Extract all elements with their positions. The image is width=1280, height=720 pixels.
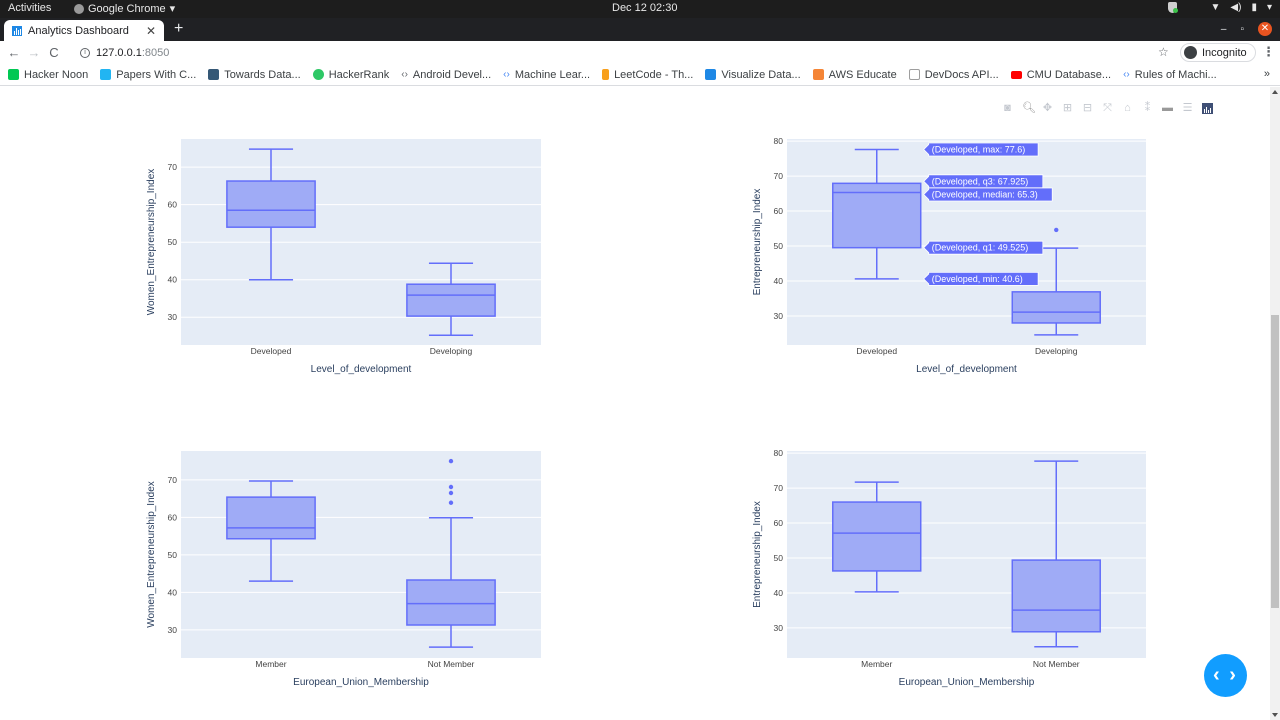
bookmark-item[interactable]: Visualize Data... (705, 68, 801, 81)
close-tab-icon[interactable]: ✕ (145, 23, 156, 38)
browser-menu-icon[interactable]: ⋮ (1262, 44, 1275, 59)
bookmark-label: LeetCode - Th... (614, 68, 694, 81)
bookmark-item[interactable]: ‹› Rules of Machi... (1123, 69, 1217, 81)
hover-closest-icon[interactable]: ▬ (1162, 102, 1173, 114)
bookmarks-bar: Hacker Noon Papers With C... Towards Dat… (0, 64, 1280, 86)
restore-icon[interactable]: ▫ (1240, 23, 1244, 35)
bookmark-label: Hacker Noon (24, 68, 89, 81)
incognito-badge[interactable]: Incognito (1180, 43, 1256, 62)
google-dev-icon: ‹› (1123, 69, 1130, 80)
youtube-icon (1010, 70, 1022, 79)
close-window-icon[interactable]: ✕ (1258, 22, 1272, 36)
scroll-down-arrow-icon[interactable] (1272, 713, 1278, 717)
security-shield-icon[interactable] (1167, 2, 1178, 13)
bookmark-label: Visualize Data... (721, 68, 801, 81)
tab-analytics-dashboard[interactable]: Analytics Dashboard ✕ (4, 20, 164, 41)
hackerrank-icon (312, 69, 324, 80)
forward-button[interactable]: → (27, 45, 41, 60)
bookmark-label: CMU Database... (1026, 68, 1112, 81)
dash-page (0, 87, 1270, 720)
aws-educate-icon (812, 69, 824, 80)
bookmark-label: Papers With C... (116, 68, 197, 81)
dash-debug-menu-button[interactable]: ‹ › (1204, 654, 1247, 697)
bookmark-label: Machine Lear... (514, 68, 591, 81)
bookmark-label: Rules of Machi... (1134, 68, 1217, 81)
zoom-icon[interactable]: 🔍︎ (1022, 102, 1036, 114)
bookmark-item[interactable]: CMU Database... (1010, 68, 1112, 81)
activities-button[interactable]: Activities (8, 2, 52, 14)
battery-icon: ▮ (1251, 2, 1257, 13)
zoom-out-icon[interactable]: ⊟ (1082, 102, 1093, 114)
window-controls: – ▫ ✕ (1221, 22, 1272, 36)
bookmark-item[interactable]: ‹› Android Devel... (401, 69, 491, 81)
chrome-icon (74, 3, 84, 14)
volume-icon: ◀) (1230, 2, 1242, 13)
google-dev-icon: ‹› (503, 69, 510, 80)
spike-lines-icon[interactable]: ⁑ (1144, 102, 1151, 114)
autoscale-icon[interactable]: ⤧ (1103, 102, 1112, 114)
bookmark-star-icon[interactable]: ☆ (1158, 45, 1169, 59)
visualize-data-icon (705, 69, 717, 80)
bookmark-label: HackerRank (328, 68, 390, 81)
url-host: 127.0.0.1 (96, 46, 142, 59)
towards-data-science-icon (208, 69, 220, 80)
url-port: :8050 (141, 46, 170, 59)
plotly-modebar: ◙ 🔍︎ ✥ ⊞ ⊟ ⤧ ⌂ ⁑ ▬ ☰ (1002, 103, 1213, 114)
browser-toolbar: ← → C i 127.0.0.1 :8050 ☆ Incognito ⋮ (0, 41, 1280, 64)
bookmark-item[interactable]: Papers With C... (100, 69, 196, 81)
app-name: Google Chrome (88, 2, 166, 15)
camera-icon[interactable]: ◙ (1004, 102, 1011, 114)
app-menu[interactable]: Google Chrome ▾ (74, 2, 175, 15)
system-tray[interactable]: ▼ ◀) ▮ ▾ (1167, 2, 1272, 13)
address-bar[interactable]: i 127.0.0.1 :8050 (74, 42, 1174, 63)
scroll-up-arrow-icon[interactable] (1272, 90, 1278, 94)
bookmark-item[interactable]: Towards Data... (208, 68, 301, 81)
pan-icon[interactable]: ✥ (1042, 102, 1053, 114)
tab-title: Analytics Dashboard (28, 24, 129, 37)
bookmark-item[interactable]: ‹› Machine Lear... (503, 69, 590, 81)
leetcode-icon (602, 69, 610, 80)
os-top-bar: Activities Google Chrome ▾ Dec 12 02:30 … (0, 0, 1280, 18)
back-button[interactable]: ← (7, 45, 21, 60)
bookmark-item[interactable]: LeetCode - Th... (602, 69, 693, 81)
page-scrollbar[interactable] (1270, 87, 1280, 720)
wifi-icon: ▼ (1210, 2, 1221, 13)
minimize-icon[interactable]: – (1220, 23, 1227, 35)
bookmark-label: DevDocs API... (924, 68, 999, 81)
reload-button[interactable]: C (49, 45, 59, 60)
dash-favicon-icon (12, 25, 22, 36)
incognito-label: Incognito (1202, 46, 1247, 59)
bookmark-item[interactable]: DevDocs API... (908, 68, 999, 81)
devdocs-icon (908, 69, 920, 80)
bookmarks-overflow-button[interactable]: » (1263, 68, 1270, 80)
bookmark-label: Android Devel... (412, 68, 492, 81)
plotly-logo-icon[interactable] (1202, 103, 1213, 114)
caret-down-icon: ▾ (169, 3, 176, 15)
tab-strip: Analytics Dashboard ✕ + – ▫ ✕ (0, 18, 1280, 41)
incognito-icon (1184, 46, 1197, 59)
bookmark-item[interactable]: HackerRank (312, 68, 390, 81)
scrollbar-thumb[interactable] (1271, 315, 1279, 608)
bookmark-label: AWS Educate (828, 68, 897, 81)
code-brackets-icon: ‹ › (1213, 664, 1238, 686)
clock[interactable]: Dec 12 02:30 (612, 2, 678, 14)
tray-menu-caret-icon: ▾ (1266, 2, 1272, 13)
hacker-noon-icon (8, 69, 19, 80)
zoom-in-icon[interactable]: ⊞ (1062, 102, 1073, 114)
new-tab-button[interactable]: + (174, 20, 184, 37)
code-icon: ‹› (401, 69, 408, 80)
bookmark-label: Towards Data... (224, 68, 301, 81)
site-info-icon[interactable]: i (80, 47, 90, 58)
bookmark-item[interactable]: Hacker Noon (8, 69, 88, 81)
bookmark-item[interactable]: AWS Educate (812, 68, 897, 81)
papers-with-code-icon (100, 69, 112, 80)
hover-compare-icon[interactable]: ☰ (1182, 102, 1193, 114)
reset-axes-icon[interactable]: ⌂ (1124, 102, 1131, 114)
